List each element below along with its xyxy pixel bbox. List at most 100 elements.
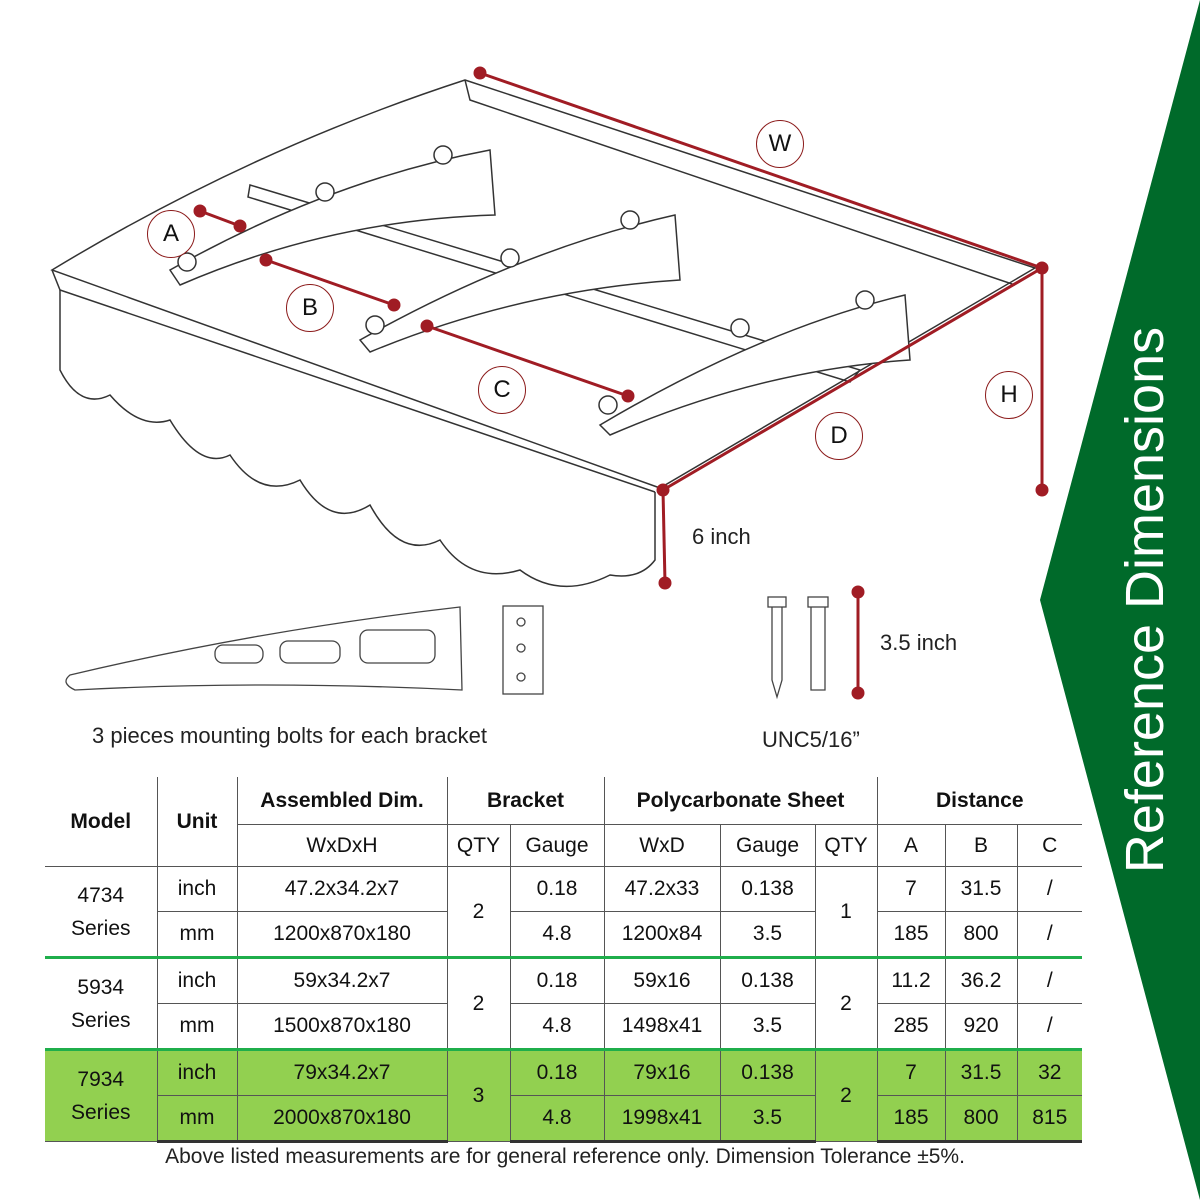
table-row: 7934 Series inch 79x34.2x7 3 0.18 79x16 0.138 2 7… xyxy=(45,1048,1083,1142)
table-row: mm 1500x870x180 4.8 1498x41 3.5 285 920/ xyxy=(45,1003,1083,1050)
sheet-wxd-cell: 47.2x33 xyxy=(603,866,721,912)
brackets xyxy=(168,145,911,436)
header-b: B xyxy=(944,824,1018,867)
distance-b-cell: 31.5 xyxy=(944,1048,1018,1096)
dimension-h-label: H xyxy=(985,371,1033,419)
dimension-a-label: A xyxy=(147,210,195,258)
assembled-dim-cell: 79x34.2x7 xyxy=(236,1048,448,1096)
sheet-wxd-cell: 59x16 xyxy=(603,956,721,1004)
banner-title: Reference Dimensions xyxy=(1115,326,1175,874)
table-row: 5934 Series inch 59x34.2x7 2 0.18 59x16 0.138 2 1… xyxy=(45,956,1083,1050)
banner-shape xyxy=(1040,0,1200,1200)
distance-a-cell: 285 xyxy=(876,1003,946,1050)
specs-table: Model Unit Assembled Dim. Bracket Polyca… xyxy=(45,777,1083,1143)
assembled-dim-cell: 47.2x34.2x7 xyxy=(236,866,448,912)
sheet-gauge-cell: 3.5 xyxy=(719,1095,816,1143)
table-row: 4734 Series inch 47.2x34.2x7 2 0.18 47.2x33 0.1… xyxy=(45,866,1083,958)
header-bracket: Bracket xyxy=(446,777,605,825)
distance-b-cell: 31.5 xyxy=(944,866,1018,912)
header-c: C xyxy=(1016,824,1083,867)
header-gauge: Gauge xyxy=(509,824,605,867)
dimension-d-label: D xyxy=(815,412,863,460)
distance-c-cell: / xyxy=(1016,956,1083,1004)
bracket-gauge-cell: 0.18 xyxy=(509,866,605,912)
sheet-wxd-cell: 1498x41 xyxy=(603,1003,721,1050)
bolt-icons xyxy=(767,596,829,700)
six-inch-label: 6 inch xyxy=(692,524,751,549)
bolt-length-label: 3.5 inch xyxy=(880,630,958,655)
distance-b-cell: 36.2 xyxy=(944,956,1018,1004)
distance-a-cell: 185 xyxy=(876,1095,946,1143)
unit-cell: inch xyxy=(156,956,238,1004)
assembled-dim-cell: 2000x870x180 xyxy=(236,1095,448,1143)
assembled-dim-cell: 59x34.2x7 xyxy=(236,956,448,1004)
model-number: 7934 xyxy=(77,1068,125,1091)
distance-c-cell: / xyxy=(1016,866,1083,912)
footnote: Above listed measurements are for genera… xyxy=(165,1145,965,1168)
header-wxdxh: WxDxH xyxy=(237,824,448,867)
header-qty: QTY xyxy=(446,824,511,867)
model-cell: 7934 Series xyxy=(45,1048,158,1142)
bracket-gauge-cell: 4.8 xyxy=(509,1095,605,1143)
model-number: 4734 xyxy=(77,883,125,907)
sheet-gauge-cell: 3.5 xyxy=(719,911,816,958)
header-sheet-qty: QTY xyxy=(814,824,878,867)
unit-cell: inch xyxy=(156,1048,238,1096)
dimension-lines xyxy=(193,66,1049,700)
unit-cell: mm xyxy=(157,1095,238,1143)
bracket-detail xyxy=(65,605,544,695)
sheet-wxd-cell: 79x16 xyxy=(603,1048,721,1096)
sheet-wxd-cell: 1200x84 xyxy=(603,911,721,958)
unit-cell: mm xyxy=(157,1003,238,1050)
dimension-c-label: C xyxy=(478,366,526,414)
distance-a-cell: 7 xyxy=(876,1048,946,1096)
assembled-dim-cell: 1500x870x180 xyxy=(236,1003,448,1050)
header-unit: Unit xyxy=(156,777,238,867)
bracket-gauge-cell: 0.18 xyxy=(509,1048,605,1096)
header-sheet-gauge: Gauge xyxy=(719,824,816,867)
sheet-wxd-cell: 1998x41 xyxy=(603,1095,721,1143)
distance-c-cell: 815 xyxy=(1016,1095,1083,1143)
bolt-thread-label: UNC5/16” xyxy=(762,727,860,752)
dimension-w-label: W xyxy=(756,120,804,168)
sheet-gauge-cell: 3.5 xyxy=(719,1003,816,1050)
unit-cell: mm xyxy=(157,911,238,958)
sheet-qty-cell: 1 xyxy=(814,866,878,958)
model-series: Series xyxy=(70,1101,131,1124)
bracket-qty-cell: 2 xyxy=(446,956,511,1050)
bracket-gauge-cell: 4.8 xyxy=(509,1003,605,1050)
dimension-b-label: B xyxy=(286,284,334,332)
distance-c-cell: 32 xyxy=(1016,1048,1083,1096)
model-cell: 5934 Series xyxy=(45,956,158,1050)
sheet-qty-cell: 2 xyxy=(814,1048,878,1142)
distance-a-cell: 11.2 xyxy=(876,956,946,1004)
unit-cell: inch xyxy=(156,866,238,912)
header-model: Model xyxy=(45,777,158,867)
distance-c-cell: / xyxy=(1016,1003,1083,1050)
model-cell: 4734 Series xyxy=(45,866,158,958)
bracket-gauge-cell: 4.8 xyxy=(509,911,605,958)
assembled-dim-cell: 1200x870x180 xyxy=(236,911,448,958)
sheet-gauge-cell: 0.138 xyxy=(719,866,816,912)
model-series: Series xyxy=(70,916,131,940)
distance-b-cell: 920 xyxy=(944,1003,1018,1050)
distance-b-cell: 800 xyxy=(944,1095,1018,1143)
model-series: Series xyxy=(70,1008,131,1032)
distance-c-cell: / xyxy=(1016,911,1083,958)
table-row: mm 2000x870x180 4.8 1998x41 3.5 185 800 815 xyxy=(45,1095,1083,1143)
bracket-qty-cell: 2 xyxy=(446,866,511,958)
distance-b-cell: 800 xyxy=(944,911,1018,958)
model-number: 5934 xyxy=(77,975,125,999)
distance-a-cell: 7 xyxy=(876,866,946,912)
header-distance: Distance xyxy=(876,777,1083,825)
header-sheet: Polycarbonate Sheet xyxy=(603,777,878,825)
table-row: mm 1200x870x180 4.8 1200x84 3.5 185 800/ xyxy=(45,911,1083,958)
bracket-qty-cell: 3 xyxy=(446,1048,511,1142)
header-wxd: WxD xyxy=(603,824,721,867)
sheet-gauge-cell: 0.138 xyxy=(719,1048,816,1096)
bracket-caption: 3 pieces mounting bolts for each bracket xyxy=(92,723,488,748)
sheet-gauge-cell: 0.138 xyxy=(719,956,816,1004)
bracket-gauge-cell: 0.18 xyxy=(509,956,605,1004)
sheet-qty-cell: 2 xyxy=(814,956,878,1050)
